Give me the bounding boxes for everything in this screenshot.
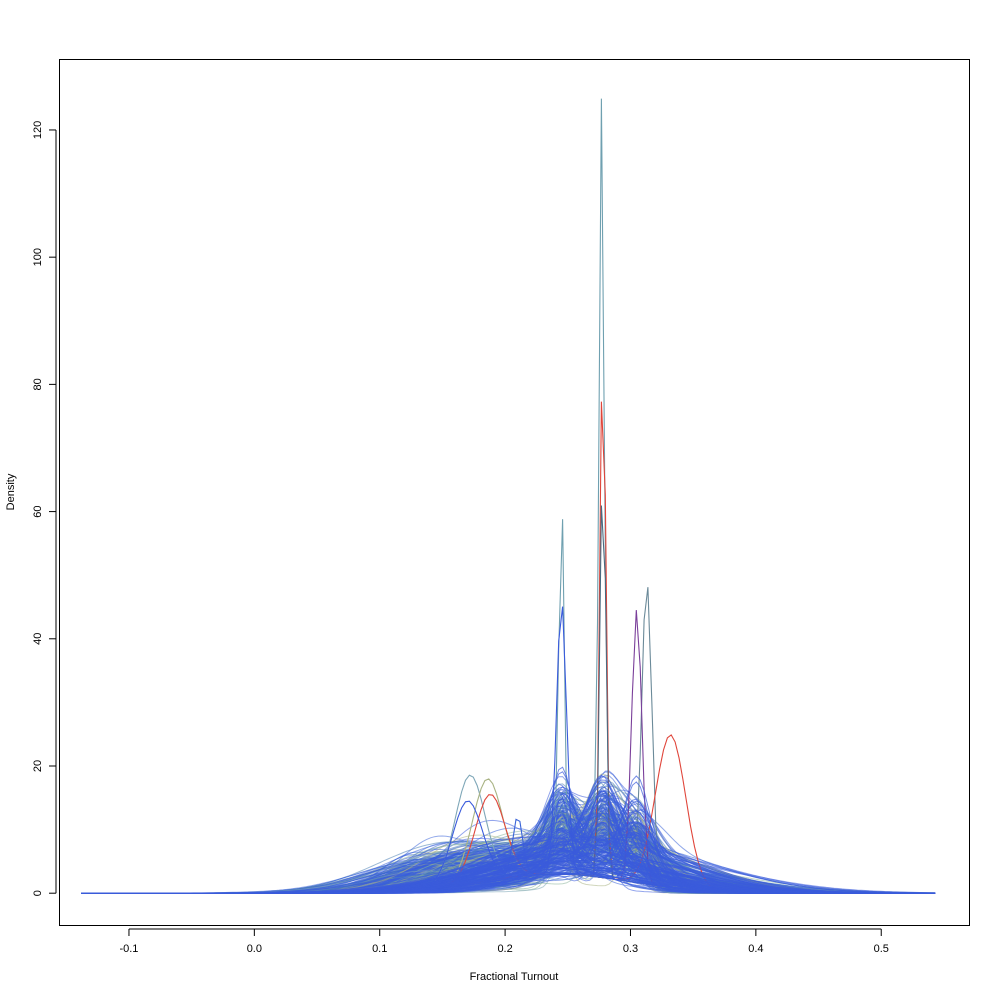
y-tick-label: 120 bbox=[32, 121, 44, 139]
y-tick-label: 0 bbox=[32, 890, 44, 896]
x-tick-label: 0.1 bbox=[372, 943, 387, 955]
peak-curve bbox=[81, 401, 936, 894]
y-tick-label: 80 bbox=[32, 378, 44, 390]
density-curve bbox=[81, 846, 936, 894]
y-tick-label: 40 bbox=[32, 633, 44, 645]
density-curves bbox=[81, 98, 936, 894]
y-tick-label: 60 bbox=[32, 505, 44, 517]
x-axis-title: Fractional Turnout bbox=[470, 971, 559, 983]
plot-frame bbox=[59, 59, 970, 926]
x-tick-label: 0.5 bbox=[874, 943, 889, 955]
x-tick-label: -0.1 bbox=[119, 943, 138, 955]
y-axis: 0 20 40 60 80 100 120 bbox=[32, 121, 57, 896]
x-tick-label: 0.0 bbox=[247, 943, 262, 955]
y-tick-label: 100 bbox=[32, 248, 44, 266]
x-tick-label: 0.2 bbox=[497, 943, 512, 955]
y-tick-label: 20 bbox=[32, 760, 44, 772]
x-axis: -0.1 0.0 0.1 0.2 0.3 0.4 0.5 bbox=[119, 928, 889, 955]
y-axis-title: Density bbox=[5, 473, 17, 510]
x-tick-label: 0.4 bbox=[748, 943, 763, 955]
peak-curve bbox=[81, 98, 936, 894]
x-tick-label: 0.3 bbox=[623, 943, 638, 955]
